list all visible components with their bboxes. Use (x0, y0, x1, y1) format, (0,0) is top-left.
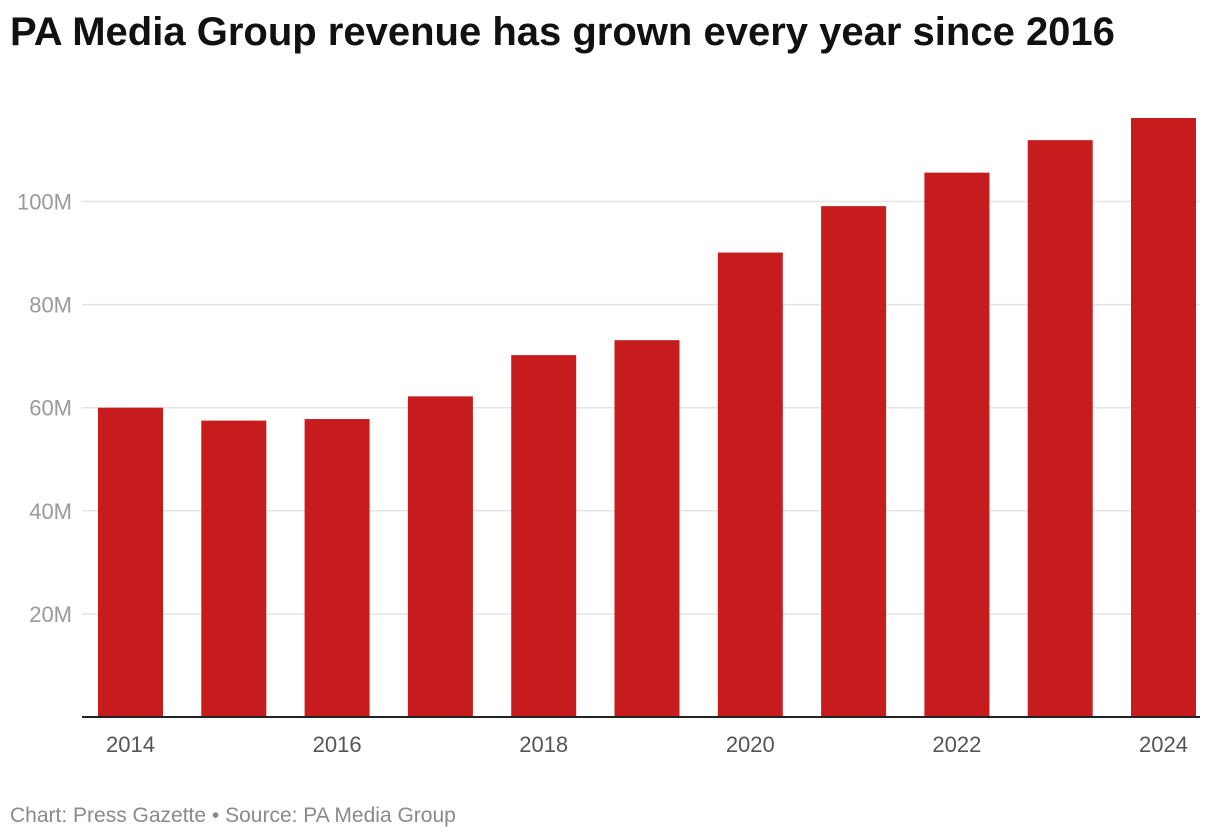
bar-2020 (717, 252, 783, 717)
x-tick-label: 2014 (106, 732, 155, 757)
x-tick-label: 2016 (313, 732, 362, 757)
y-tick-label: 60M (29, 396, 72, 421)
bar-2022 (924, 172, 990, 718)
bar-2024 (1131, 118, 1196, 717)
x-tick-label: 2022 (932, 732, 981, 757)
bar-2015 (201, 420, 267, 717)
chart-title: PA Media Group revenue has grown every y… (10, 10, 1115, 54)
bar-2019 (614, 340, 680, 717)
bar-2021 (821, 206, 887, 718)
bar-2014 (98, 407, 163, 717)
x-tick-label: 2020 (726, 732, 775, 757)
chart-footer-credit: Chart: Press Gazette • Source: PA Media … (10, 804, 456, 827)
bar-chart: 20M 40M 60M 80M 100M 2014 2016 2018 2020 2022 202… (17, 118, 1200, 757)
y-tick-label: 40M (29, 499, 72, 524)
x-axis-ticks: 2014 2016 2018 2020 2022 2024 (106, 732, 1188, 757)
bar-2023 (1027, 140, 1093, 718)
y-tick-label: 20M (29, 602, 72, 627)
x-tick-label: 2024 (1139, 732, 1188, 757)
y-axis-ticks: 20M 40M 60M 80M 100M (17, 190, 72, 627)
bar-2016 (304, 419, 370, 717)
bars (98, 118, 1196, 718)
x-tick-label: 2018 (519, 732, 568, 757)
y-tick-label: 80M (29, 293, 72, 318)
y-tick-label: 100M (17, 190, 72, 215)
bar-2017 (407, 396, 473, 717)
bar-2018 (511, 355, 577, 717)
